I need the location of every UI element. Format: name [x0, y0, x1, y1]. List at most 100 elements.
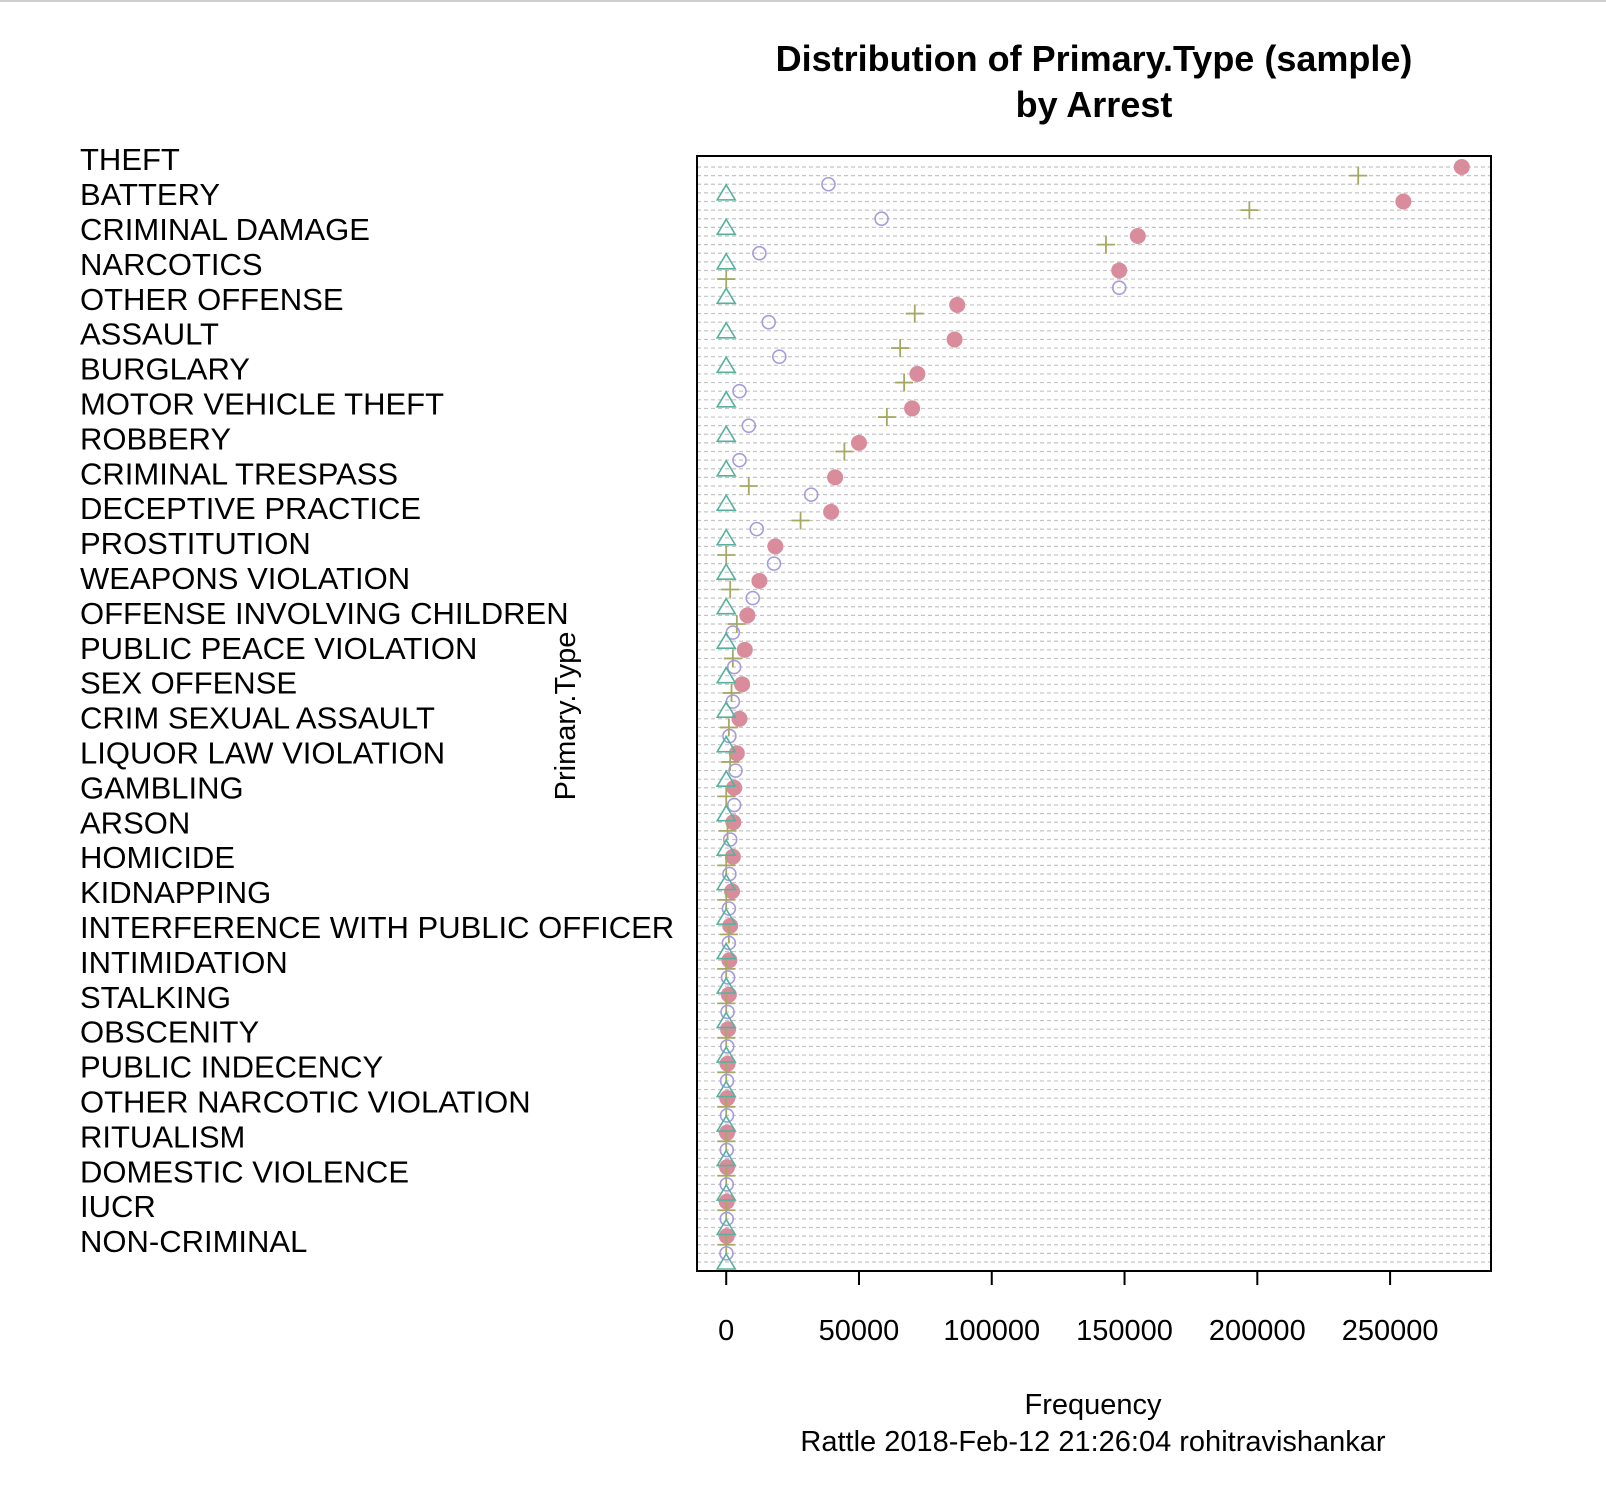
category-label: SEX OFFENSE: [80, 666, 297, 701]
point-filled-circle: [823, 503, 840, 520]
point-open-triangle: [715, 390, 737, 408]
point-open-circle: [719, 1177, 735, 1192]
point-plus: [1240, 201, 1259, 220]
data-points: [715, 159, 1470, 1270]
point-open-triangle: [715, 424, 737, 443]
point-plus: [891, 339, 910, 358]
point-open-triangle: [715, 769, 737, 787]
category-label: GAMBLING: [80, 770, 244, 805]
point-plus: [717, 545, 736, 564]
point-plus: [717, 890, 736, 909]
category-label: RITUALISM: [80, 1119, 245, 1154]
category-label: NARCOTICS: [80, 247, 263, 282]
category-label: MOTOR VEHICLE THEFT: [80, 386, 444, 421]
point-plus: [835, 442, 854, 461]
point-filled-circle: [949, 296, 966, 313]
point-open-circle: [732, 383, 747, 399]
category-label: CRIM SEXUAL ASSAULT: [80, 701, 435, 736]
category-label: ARSON: [80, 805, 190, 840]
point-plus: [717, 270, 736, 289]
point-open-triangle: [715, 1252, 737, 1270]
category-label: HOMICIDE: [80, 840, 235, 875]
category-label: BURGLARY: [80, 352, 250, 387]
category-label: OBSCENITY: [80, 1015, 259, 1050]
point-open-triangle: [715, 838, 737, 856]
point-open-circle: [728, 763, 743, 778]
point-filled-circle: [722, 917, 739, 934]
category-label: DECEPTIVE PRACTICE: [80, 491, 421, 526]
point-filled-circle: [726, 779, 743, 796]
point-open-circle: [761, 314, 776, 330]
point-filled-circle: [731, 710, 748, 727]
point-open-triangle: [715, 804, 737, 822]
point-filled-circle: [719, 1090, 736, 1107]
point-open-triangle: [715, 1148, 737, 1167]
point-open-triangle: [715, 355, 737, 374]
point-plus: [721, 580, 740, 599]
point-plus: [717, 787, 736, 806]
category-label: OTHER NARCOTIC VIOLATION: [80, 1084, 531, 1119]
x-axis-label: Frequency: [1024, 1389, 1162, 1421]
point-open-circle: [874, 211, 889, 227]
point-filled-circle: [909, 365, 926, 382]
point-plus: [722, 683, 741, 702]
point-open-triangle: [715, 1114, 737, 1132]
point-plus: [717, 1028, 736, 1047]
point-open-triangle: [715, 631, 737, 650]
category-label: CRIMINAL DAMAGE: [80, 212, 370, 247]
point-filled-circle: [751, 572, 768, 589]
point-open-triangle: [715, 321, 737, 339]
category-label: OFFENSE INVOLVING CHILDREN: [80, 596, 569, 631]
point-filled-circle: [739, 607, 756, 624]
point-filled-circle: [1395, 193, 1412, 210]
point-open-triangle: [715, 493, 737, 512]
point-filled-circle: [827, 469, 844, 486]
point-open-circle: [732, 452, 747, 468]
point-plus: [877, 408, 896, 427]
point-open-circle: [719, 1246, 734, 1261]
point-plus: [719, 925, 738, 944]
point-plus: [905, 304, 924, 323]
point-filled-circle: [1129, 227, 1146, 244]
point-filled-circle: [734, 676, 751, 693]
point-open-circle: [719, 1039, 735, 1054]
point-filled-circle: [725, 814, 742, 831]
category-label: INTIMIDATION: [80, 945, 288, 980]
point-plus: [727, 614, 746, 633]
x-axis: 0 50000 100000 150000 200000 250000: [718, 1271, 1438, 1347]
point-plus: [717, 994, 736, 1013]
x-tick-label: 50000: [819, 1315, 900, 1347]
point-open-triangle: [715, 666, 737, 684]
point-open-triangle: [715, 183, 737, 201]
point-open-circle: [749, 521, 765, 537]
category-label: CRIMINAL TRESPASS: [80, 456, 398, 491]
point-open-circle: [719, 1211, 735, 1227]
category-label: STALKING: [80, 980, 231, 1015]
point-open-circle: [745, 590, 761, 606]
point-open-triangle: [715, 873, 737, 891]
x-tick-label: 200000: [1209, 1315, 1306, 1347]
point-plus: [717, 1235, 736, 1254]
point-filled-circle: [721, 952, 738, 969]
point-open-circle: [719, 1142, 735, 1158]
point-filled-circle: [767, 538, 784, 555]
point-open-triangle: [715, 942, 737, 960]
point-open-triangle: [715, 1045, 737, 1063]
chart-caption: Rattle 2018-Feb-12 21:26:04 rohitravisha…: [800, 1426, 1386, 1458]
chart-title-line-2: by Arrest: [1015, 84, 1173, 125]
point-plus: [719, 718, 738, 737]
grid-lines: [697, 166, 1491, 1263]
point-plus: [717, 1166, 736, 1185]
category-label: ASSAULT: [80, 317, 219, 352]
y-axis-label: Primary.Type: [550, 632, 582, 801]
plot-border: [696, 155, 1492, 1272]
point-open-circle: [726, 797, 742, 813]
point-plus: [718, 821, 737, 840]
point-open-triangle: [715, 528, 737, 546]
point-open-triangle: [715, 252, 737, 270]
point-open-circle: [1111, 280, 1127, 296]
category-label: DOMESTIC VIOLENCE: [80, 1154, 409, 1189]
x-tick-label: 0: [718, 1315, 734, 1347]
